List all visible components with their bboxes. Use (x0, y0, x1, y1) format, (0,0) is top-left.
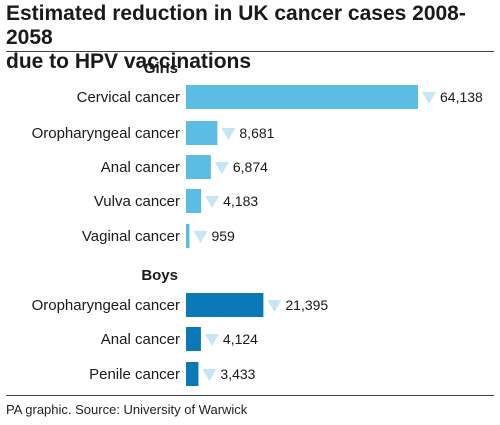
value-label: 6,874 (233, 159, 268, 175)
value-label: 4,183 (223, 193, 258, 209)
bar-girls (186, 224, 190, 248)
title-line-1: Estimated reduction in UK cancer cases 2… (6, 2, 466, 49)
category-label: Cervical cancer (77, 89, 180, 106)
bar-boys (186, 327, 201, 351)
down-triangle-icon (214, 162, 229, 174)
value-label: 64,138 (440, 89, 483, 105)
chart-title: Estimated reduction in UK cancer cases 2… (6, 2, 496, 74)
down-triangle-icon (422, 92, 436, 104)
down-triangle-icon (193, 231, 208, 243)
category-label: Vaginal cancer (82, 228, 180, 245)
bar-boys (186, 293, 264, 317)
bar-girls (186, 189, 202, 213)
category-label: Oropharyngeal cancer (32, 297, 180, 314)
value-label: 21,395 (285, 297, 328, 313)
bottom-divider (6, 395, 494, 396)
category-label: Anal cancer (101, 159, 180, 176)
down-triangle-icon (221, 128, 236, 140)
bar-girls (186, 155, 211, 179)
value-label: 4,124 (223, 331, 258, 347)
category-label: Oropharyngeal cancer (32, 125, 180, 142)
value-label: 8,681 (239, 125, 274, 141)
value-label: 3,433 (220, 366, 255, 382)
value-label: 959 (211, 228, 235, 244)
category-label: Anal cancer (101, 331, 180, 348)
title-line-2: due to HPV vaccinations (6, 50, 252, 73)
bar-boys (186, 362, 199, 386)
down-triangle-icon (205, 196, 220, 208)
group-label-girls: Girls (144, 60, 178, 77)
bar-girls (186, 85, 418, 109)
bar-girls (186, 121, 218, 145)
category-label: Vulva cancer (94, 193, 180, 210)
source-credit: PA graphic. Source: University of Warwic… (6, 402, 248, 417)
down-triangle-icon (202, 369, 217, 381)
bar-chart: Girls Cervical cancer 64,138 Oropharyngeal … (32, 60, 483, 386)
down-triangle-icon (267, 300, 282, 312)
category-label: Penile cancer (89, 366, 180, 383)
down-triangle-icon (204, 334, 219, 346)
group-label-boys: Boys (141, 267, 178, 284)
top-divider (6, 51, 494, 52)
